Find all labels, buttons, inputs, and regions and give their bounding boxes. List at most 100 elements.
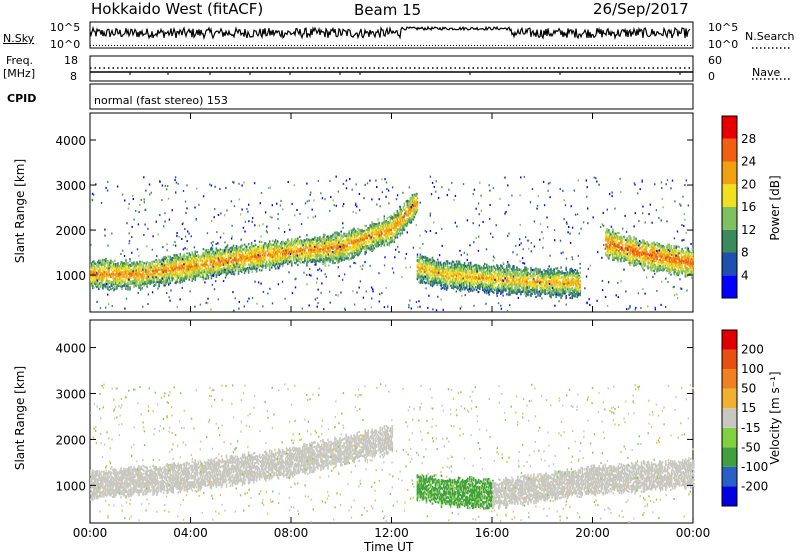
echo-cell [194, 272, 197, 276]
echo-cell [223, 252, 226, 255]
echo-cell [158, 266, 160, 270]
echo-cell [110, 259, 112, 262]
echo-cell [224, 258, 227, 262]
echo-cell [95, 285, 97, 288]
echo-cell [104, 285, 106, 288]
echo-cell [237, 268, 240, 271]
echo-cell [230, 272, 233, 275]
echo-cell [186, 276, 189, 279]
echo-cell [153, 266, 155, 269]
echo-cell [334, 261, 336, 265]
echo-cell [216, 271, 219, 274]
echo-cell [150, 279, 152, 282]
echo-cell [185, 263, 188, 266]
echo-cell [115, 269, 117, 272]
echo-cell [174, 259, 176, 262]
echo-cell [174, 273, 176, 276]
echo-cell [259, 254, 262, 257]
echo-cell [102, 271, 104, 274]
echo-cell [170, 262, 172, 265]
echo-cell [541, 285, 543, 288]
echo-cell [118, 272, 120, 275]
echo-cell [209, 267, 212, 270]
echo-cell [175, 258, 177, 261]
echo-cell [227, 257, 230, 260]
echo-cell [579, 279, 581, 282]
echo-cell [151, 268, 153, 272]
echo-cell [91, 264, 93, 267]
echo-cell [162, 279, 164, 283]
echo-cell [471, 279, 474, 282]
echo-cell [155, 265, 157, 268]
echo-cell [190, 259, 193, 262]
echo-cell [428, 272, 431, 275]
echo-cell [164, 259, 166, 262]
echo-cell [140, 274, 142, 277]
echo-cell [461, 288, 464, 291]
echo-cell [208, 271, 211, 274]
echo-cell [374, 237, 376, 240]
echo-cell [105, 280, 107, 283]
echo-cell [129, 274, 131, 277]
echo-cell [561, 294, 563, 297]
echo-cell [484, 281, 486, 284]
echo-cell [445, 282, 448, 285]
echo-cell [93, 260, 95, 263]
echo-cell [225, 245, 228, 248]
echo-cell [127, 284, 129, 287]
echo-cell [131, 272, 133, 275]
echo-cell [544, 290, 546, 294]
echo-cell [140, 284, 142, 287]
echo-cell [167, 267, 169, 270]
echo-cell [162, 267, 164, 270]
echo-cell [207, 254, 210, 258]
echo-cell [223, 271, 226, 274]
echo-cell [221, 257, 224, 260]
echo-cell [145, 282, 147, 286]
echo-cell [247, 243, 250, 246]
echo-cell [565, 266, 567, 269]
echo-cell [135, 284, 137, 287]
echo-cell [155, 269, 157, 272]
echo-cell [291, 264, 293, 267]
echo-cell [92, 287, 94, 290]
echo-cell [213, 264, 216, 267]
echo-cell [159, 266, 161, 269]
echo-cell [97, 265, 99, 268]
echo-cell [118, 268, 120, 271]
echo-cell [391, 238, 394, 241]
echo-cell [412, 218, 415, 221]
echo-cell [221, 248, 224, 252]
echo-cell [102, 275, 104, 278]
echo-cell [181, 276, 184, 279]
echo-cell [484, 262, 486, 266]
echo-cell [150, 275, 152, 278]
echo-cell [142, 270, 144, 273]
echo-cell [189, 259, 192, 263]
echo-cell [207, 275, 210, 278]
echo-cell [129, 280, 131, 283]
echo-cell [118, 266, 120, 269]
echo-cell [529, 272, 531, 275]
echo-cell [426, 265, 429, 268]
echo-cell [160, 277, 162, 280]
echo-cell [121, 261, 123, 264]
echo-cell [228, 268, 231, 271]
echo-cell [218, 266, 221, 269]
echo-cell [127, 280, 129, 283]
echo-cell [197, 256, 200, 259]
echo-cell [164, 278, 166, 281]
echo-cell [514, 277, 516, 280]
echo-cell [132, 282, 134, 285]
echo-cell [212, 250, 215, 253]
echo-cell [122, 274, 124, 277]
echo-cell [623, 260, 625, 263]
echo-cell [136, 267, 138, 270]
echo-cell [208, 257, 211, 260]
echo-cell [141, 273, 143, 276]
echo-cell [152, 278, 154, 281]
echo-cell [101, 277, 103, 281]
echo-cell [204, 253, 207, 256]
echo-cell [150, 273, 152, 276]
echo-cell [145, 264, 147, 267]
